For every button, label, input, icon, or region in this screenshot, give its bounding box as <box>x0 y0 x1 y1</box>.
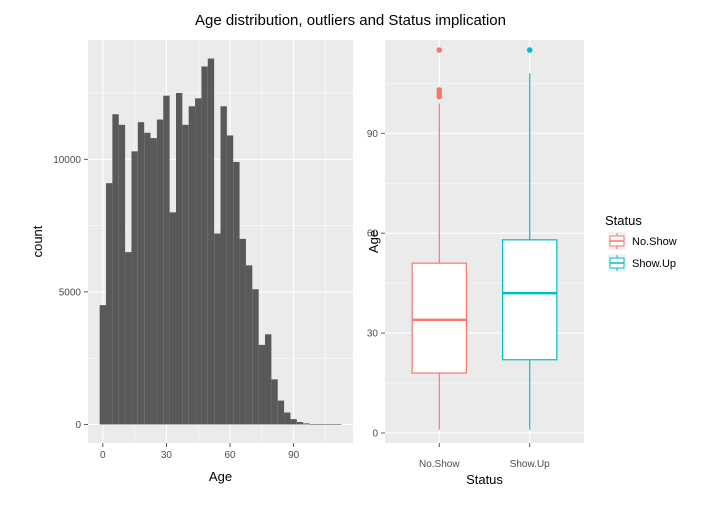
histogram-bar <box>290 419 297 425</box>
boxplot-y-tick-label: 30 <box>367 329 379 340</box>
histogram-bar <box>112 114 119 425</box>
histogram-bar <box>277 400 285 425</box>
histogram-bar <box>207 58 215 425</box>
histogram-bar <box>265 334 272 425</box>
histogram-x-tick-label: 60 <box>224 450 236 461</box>
box-no-show <box>411 262 468 374</box>
histogram-bar <box>252 289 259 425</box>
histogram-bar <box>315 424 323 425</box>
histogram-bar <box>328 424 335 425</box>
histogram-bar <box>175 93 183 425</box>
histogram-y-tick-label: 0 <box>75 420 81 431</box>
histogram-bar <box>182 124 189 425</box>
histogram-bar <box>322 424 329 425</box>
histogram-bar <box>296 422 304 425</box>
histogram-bar <box>131 151 138 425</box>
histogram-bar <box>195 98 202 425</box>
histogram-y-axis-title: count <box>30 225 45 257</box>
box-show-up <box>501 239 558 361</box>
histogram-bar <box>239 238 246 425</box>
histogram-x-tick-label: 90 <box>288 450 300 461</box>
histogram-bar <box>125 252 132 425</box>
outlier-point-no-show <box>436 87 443 93</box>
boxplot-y-tick-label: 90 <box>367 129 379 140</box>
histogram-bar <box>169 212 176 425</box>
histogram-bar <box>201 66 208 425</box>
histogram-bar <box>220 106 227 425</box>
histogram-bar <box>137 122 145 425</box>
boxplot-x-tick-label: Show.Up <box>510 459 550 470</box>
histogram-bar <box>99 305 107 425</box>
histogram-x-tick-label: 30 <box>161 450 173 461</box>
histogram-x-axis-title: Age <box>209 469 232 484</box>
histogram-bar <box>284 412 291 425</box>
histogram-bar <box>118 124 126 425</box>
boxplot-x-tick-label: No.Show <box>419 459 460 470</box>
histogram-bar <box>258 344 266 425</box>
histogram-x-tick-label: 0 <box>100 450 106 461</box>
legend-label-show-up: Show.Up <box>632 258 676 270</box>
chart-title: Age distribution, outliers and Status im… <box>194 12 506 29</box>
histogram-bar <box>226 135 234 425</box>
histogram-bar <box>163 95 170 425</box>
histogram-bar <box>150 138 157 425</box>
histogram-bar <box>271 379 278 425</box>
histogram-bar <box>309 424 316 425</box>
legend-title: Status <box>605 213 642 228</box>
legend-label-no-show: No.Show <box>632 236 677 248</box>
boxplot-y-tick-label: 60 <box>367 229 379 240</box>
histogram-bar <box>144 132 151 425</box>
outlier-point-no-show <box>436 47 443 53</box>
boxplot-y-tick-label: 0 <box>372 429 378 440</box>
histogram-bar <box>106 183 113 425</box>
histogram-bar <box>214 233 221 425</box>
histogram-bar <box>156 119 164 425</box>
histogram-bar <box>233 161 240 425</box>
boxplot-y-axis-title: Age <box>366 230 381 253</box>
histogram-bar <box>334 424 342 425</box>
outlier-point-show-up <box>526 47 533 53</box>
histogram-bar <box>303 423 310 425</box>
histogram-y-tick-label: 10000 <box>53 155 81 166</box>
histogram-bar <box>188 106 196 425</box>
histogram-y-tick-label: 5000 <box>59 287 82 298</box>
histogram-bar <box>245 265 253 425</box>
boxplot-x-axis-title: Status <box>466 472 503 487</box>
